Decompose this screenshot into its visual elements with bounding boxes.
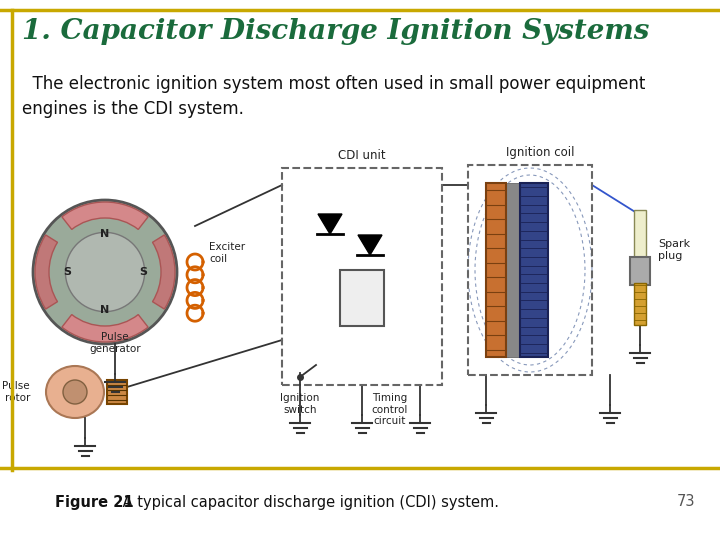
Text: Ignition
switch: Ignition switch (280, 393, 320, 415)
FancyBboxPatch shape (634, 283, 646, 325)
Circle shape (33, 200, 177, 344)
Wedge shape (62, 315, 148, 342)
Circle shape (63, 380, 87, 404)
Text: A typical capacitor discharge ignition (CDI) system.: A typical capacitor discharge ignition (… (118, 495, 499, 510)
Text: S: S (63, 267, 71, 277)
FancyBboxPatch shape (520, 183, 548, 357)
Text: Ignition coil: Ignition coil (505, 146, 575, 159)
Text: Exciter
coil: Exciter coil (209, 242, 245, 264)
Ellipse shape (46, 366, 104, 418)
Text: The electronic ignition system most often used in small power equipment
engines : The electronic ignition system most ofte… (22, 75, 645, 118)
Wedge shape (35, 235, 58, 309)
FancyBboxPatch shape (506, 183, 520, 357)
Polygon shape (358, 235, 382, 255)
FancyBboxPatch shape (486, 183, 506, 357)
Wedge shape (153, 235, 175, 309)
Text: Timing
control
circuit: Timing control circuit (372, 393, 408, 426)
Text: Pulse
rotor: Pulse rotor (2, 381, 30, 403)
FancyBboxPatch shape (634, 210, 646, 265)
Text: N: N (100, 305, 109, 315)
Text: S: S (139, 267, 147, 277)
Text: Spark
plug: Spark plug (658, 239, 690, 261)
FancyBboxPatch shape (630, 257, 650, 285)
Wedge shape (62, 202, 148, 230)
Text: 73: 73 (677, 495, 695, 510)
FancyBboxPatch shape (107, 380, 127, 404)
Text: Figure 21: Figure 21 (55, 495, 134, 510)
Text: N: N (100, 229, 109, 239)
FancyBboxPatch shape (340, 270, 384, 326)
Circle shape (66, 232, 145, 312)
Polygon shape (318, 214, 342, 234)
Text: Pulse
generator: Pulse generator (89, 333, 141, 354)
Text: 1. Capacitor Discharge Ignition Systems: 1. Capacitor Discharge Ignition Systems (22, 18, 649, 45)
Text: CDI unit: CDI unit (338, 149, 386, 162)
